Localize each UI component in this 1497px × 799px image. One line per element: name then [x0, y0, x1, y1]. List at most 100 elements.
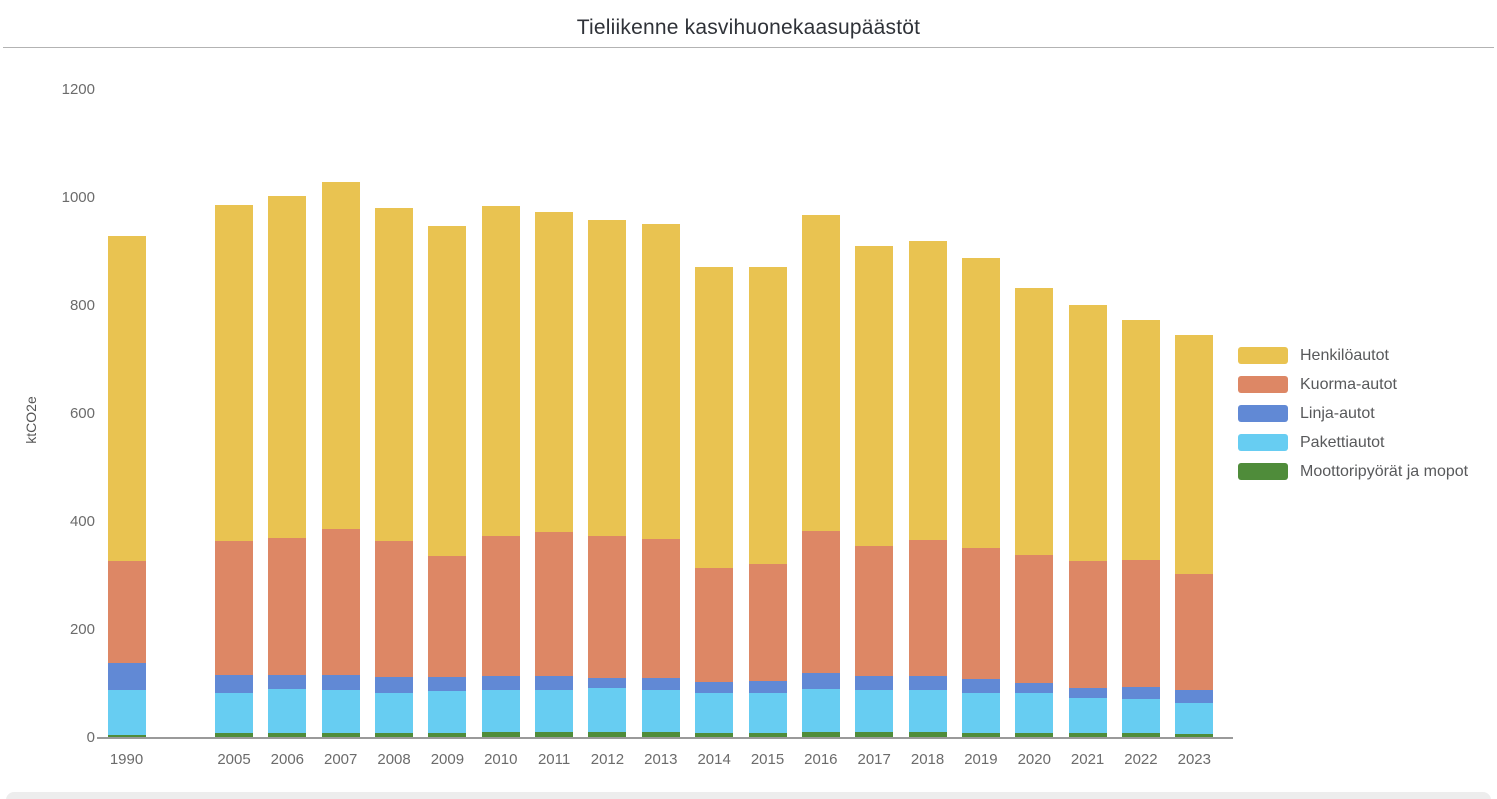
- legend-item[interactable]: Pakettiautot: [1238, 434, 1468, 451]
- bar-segment[interactable]: [748, 680, 787, 694]
- bar-segment[interactable]: [801, 688, 840, 733]
- bar-segment[interactable]: [375, 207, 414, 541]
- bar-segment[interactable]: [481, 205, 520, 537]
- bar-segment[interactable]: [1068, 687, 1107, 699]
- bar-segment[interactable]: [428, 691, 467, 734]
- bar-segment[interactable]: [428, 676, 467, 691]
- bar-segment[interactable]: [481, 732, 520, 738]
- bar-segment[interactable]: [375, 692, 414, 734]
- bar-segment[interactable]: [375, 733, 414, 738]
- bar-segment[interactable]: [1175, 334, 1214, 574]
- bar-segment[interactable]: [855, 690, 894, 733]
- bar-segment[interactable]: [1175, 733, 1214, 738]
- bar-segment[interactable]: [1121, 686, 1160, 700]
- bar-segment[interactable]: [908, 240, 947, 541]
- bar-segment[interactable]: [428, 225, 467, 556]
- bar-segment[interactable]: [268, 733, 307, 738]
- bar-segment[interactable]: [695, 266, 734, 568]
- bottom-scroll-strip[interactable]: [6, 792, 1491, 799]
- bar-segment[interactable]: [641, 732, 680, 738]
- bar-segment[interactable]: [1068, 733, 1107, 738]
- bar-segment[interactable]: [908, 732, 947, 738]
- bar-segment[interactable]: [535, 690, 574, 733]
- legend-item[interactable]: Moottoripyörät ja mopot: [1238, 463, 1468, 480]
- bar-segment[interactable]: [268, 537, 307, 675]
- bar-segment[interactable]: [1175, 573, 1214, 691]
- bar-segment[interactable]: [107, 560, 146, 664]
- bar-segment[interactable]: [748, 732, 787, 738]
- bar-segment[interactable]: [107, 235, 146, 561]
- bar-segment[interactable]: [961, 692, 1000, 733]
- legend-item[interactable]: Kuorma-autot: [1238, 376, 1468, 393]
- bar-segment[interactable]: [107, 735, 146, 738]
- bar-segment[interactable]: [215, 205, 253, 542]
- bar-segment[interactable]: [268, 689, 307, 734]
- bar-segment[interactable]: [641, 678, 680, 690]
- bar-segment[interactable]: [1175, 702, 1214, 734]
- bar-segment[interactable]: [215, 674, 253, 693]
- bar-segment[interactable]: [855, 246, 894, 546]
- legend-item[interactable]: Linja-autot: [1238, 405, 1468, 422]
- bar-segment[interactable]: [801, 732, 840, 738]
- bar-segment[interactable]: [588, 688, 627, 733]
- bar-segment[interactable]: [215, 732, 253, 738]
- bar-segment[interactable]: [1015, 693, 1054, 734]
- bar-segment[interactable]: [961, 258, 1000, 549]
- bar-segment[interactable]: [215, 541, 253, 675]
- legend-item[interactable]: Henkilöautot: [1238, 347, 1468, 364]
- bar-segment[interactable]: [695, 693, 734, 733]
- bar-segment[interactable]: [641, 539, 680, 679]
- bar-segment[interactable]: [1068, 698, 1107, 734]
- bar-segment[interactable]: [908, 690, 947, 733]
- bar-segment[interactable]: [535, 531, 574, 677]
- bar-segment[interactable]: [428, 556, 467, 677]
- bar-segment[interactable]: [801, 531, 840, 674]
- bar-segment[interactable]: [107, 663, 146, 691]
- bar-segment[interactable]: [695, 732, 734, 738]
- bar-segment[interactable]: [588, 220, 627, 537]
- bar-segment[interactable]: [375, 540, 414, 677]
- bar-segment[interactable]: [641, 224, 680, 540]
- bar-segment[interactable]: [588, 732, 627, 738]
- bar-segment[interactable]: [961, 732, 1000, 738]
- bar-segment[interactable]: [535, 211, 574, 532]
- bar-segment[interactable]: [1121, 319, 1160, 560]
- bar-segment[interactable]: [321, 689, 360, 734]
- bar-segment[interactable]: [961, 679, 1000, 693]
- bar-segment[interactable]: [1121, 699, 1160, 734]
- bar-segment[interactable]: [801, 214, 840, 532]
- bar-segment[interactable]: [588, 536, 627, 679]
- bar-segment[interactable]: [1015, 555, 1054, 684]
- bar-segment[interactable]: [481, 536, 520, 676]
- bar-segment[interactable]: [1015, 287, 1054, 556]
- bar-segment[interactable]: [695, 682, 734, 694]
- bar-segment[interactable]: [1015, 733, 1054, 738]
- bar-segment[interactable]: [1068, 560, 1107, 688]
- bar-segment[interactable]: [588, 678, 627, 689]
- bar-segment[interactable]: [801, 673, 840, 689]
- bar-segment[interactable]: [908, 540, 947, 676]
- bar-segment[interactable]: [1068, 305, 1107, 561]
- bar-segment[interactable]: [748, 564, 787, 681]
- bar-segment[interactable]: [1121, 733, 1160, 738]
- bar-segment[interactable]: [321, 733, 360, 738]
- bar-segment[interactable]: [855, 675, 894, 691]
- bar-segment[interactable]: [321, 529, 360, 675]
- bar-segment[interactable]: [321, 181, 360, 530]
- bar-segment[interactable]: [1175, 690, 1214, 703]
- bar-segment[interactable]: [535, 732, 574, 738]
- bar-segment[interactable]: [375, 676, 414, 693]
- bar-segment[interactable]: [535, 676, 574, 691]
- bar-segment[interactable]: [1121, 559, 1160, 687]
- bar-segment[interactable]: [855, 732, 894, 738]
- bar-segment[interactable]: [961, 548, 1000, 680]
- bar-segment[interactable]: [481, 689, 520, 733]
- bar-segment[interactable]: [268, 195, 307, 538]
- bar-segment[interactable]: [321, 674, 360, 690]
- bar-segment[interactable]: [855, 545, 894, 676]
- bar-segment[interactable]: [268, 674, 307, 690]
- bar-segment[interactable]: [428, 733, 467, 738]
- bar-segment[interactable]: [748, 266, 787, 565]
- bar-segment[interactable]: [481, 675, 520, 690]
- bar-segment[interactable]: [1015, 683, 1054, 694]
